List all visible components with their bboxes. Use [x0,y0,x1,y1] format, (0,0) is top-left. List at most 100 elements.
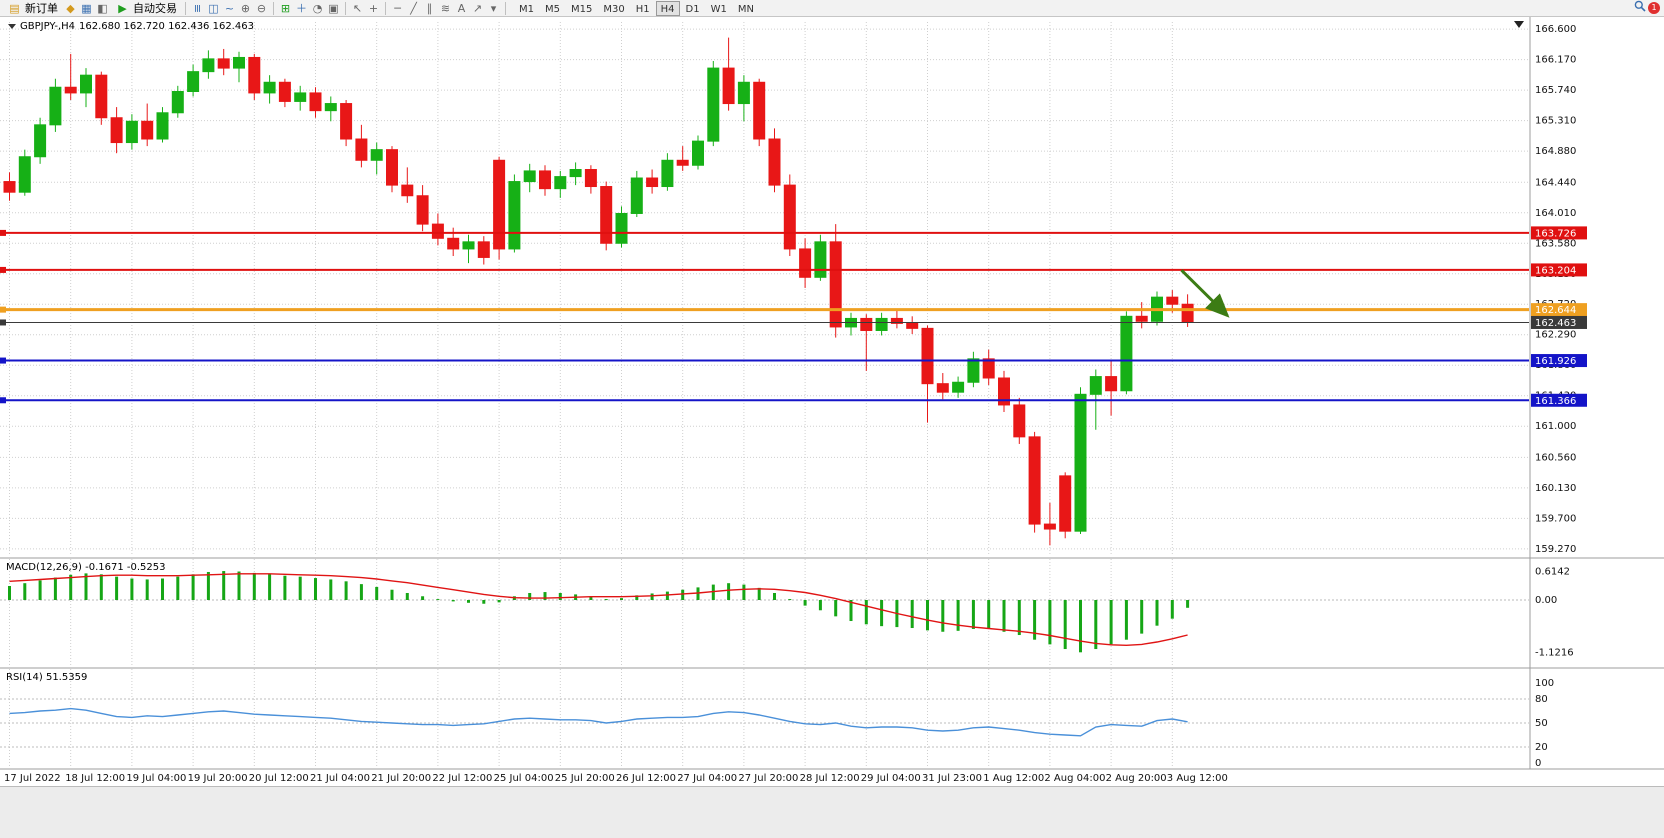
cursor-icon[interactable]: ↖ [352,1,363,15]
auto-trading-button[interactable]: ▶ 自动交易 [111,1,181,16]
zoom-in-icon[interactable]: ⊕ [240,1,251,15]
data-window-icon[interactable]: ▦ [81,1,92,15]
macd-histogram-bar [206,571,210,600]
macd-histogram-bar [1048,600,1052,645]
support-line-1-handle[interactable] [0,357,6,364]
scroll-to-end-marker[interactable] [1514,21,1524,28]
navigator-icon[interactable]: ◧ [97,1,108,15]
timeframe-W1[interactable]: W1 [710,3,727,15]
support-line-2-price-tag [1531,393,1587,407]
bull-candle [737,81,750,105]
bear-candle [799,248,812,278]
timeframe-M30[interactable]: M30 [603,3,625,15]
price-axis-label: 160.130 [1535,483,1576,494]
macd-histogram-bar [543,592,547,600]
bear-candle [1105,376,1118,392]
current-price-line-handle[interactable] [0,319,6,326]
macd-histogram-bar [421,596,425,600]
toolbar-separator [273,1,274,15]
timeframe-MN[interactable]: MN [737,3,754,15]
bull-candle [508,181,521,250]
macd-histogram-bar [176,576,180,600]
bear-candle [1013,404,1026,438]
price-axis-label: 165.740 [1535,85,1576,96]
text-tool-icon[interactable]: A [457,1,466,15]
notification-badge[interactable]: 1 [1648,2,1660,14]
price-axis-label: 159.270 [1535,544,1576,555]
macd-histogram-bar [650,593,654,600]
bear-candle [584,169,597,188]
arrows-tool-dropdown-icon[interactable]: ▾ [490,1,497,15]
bear-candle [431,223,444,239]
resistance-line-2-handle[interactable] [0,266,6,273]
fibonacci-tool-icon[interactable]: ≋ [440,1,451,15]
pivot-line-handle[interactable] [0,306,6,313]
market-watch-icon[interactable]: ◆ [66,1,75,15]
crosshair-icon[interactable]: + [368,1,379,15]
bear-candle [921,327,934,385]
channel-tool-icon[interactable]: ∥ [426,1,433,15]
bull-candle [569,169,582,178]
chart-canvas[interactable]: 17 Jul 2022 18 Jul 12:00 19 Jul 04:00 19 Ju… [0,17,1664,787]
bull-candle [952,381,965,393]
timeframe-M5[interactable]: M5 [545,3,560,15]
timeframe-H1[interactable]: H1 [635,3,650,15]
timeframe-H4[interactable]: H4 [655,0,680,16]
bull-candle [263,81,276,94]
periods-icon[interactable]: ◔ [312,1,323,15]
macd-histogram-bar [99,574,103,600]
tile-windows-icon[interactable]: ⊞ [280,1,291,15]
trendline-tool-icon[interactable]: ╱ [410,1,417,15]
resistance-line-2-price-tag [1531,263,1587,277]
price-axis-label: 166.170 [1535,55,1576,66]
bear-candle [600,186,613,244]
bull-candle [294,92,307,102]
bear-candle [248,56,261,94]
auto-trading-icon: ▶ [118,1,127,15]
timeframe-M15[interactable]: M15 [571,3,593,15]
price-tags: 163.726 163.204 162.644 162.463 161.926 161.3… [1531,226,1587,407]
bear-candle [309,92,322,112]
bar-chart-type-icon[interactable]: ≡ [191,3,204,13]
current-price-line-price-tag-text: 162.463 [1535,318,1576,329]
bull-candle [18,156,31,193]
macd-histogram-bar [1140,600,1144,634]
arrows-tool-icon[interactable]: ↗ [472,1,483,15]
new-order-button[interactable]: ▤ 新订单 [3,1,62,16]
indicators-icon[interactable]: ＋ [296,1,307,15]
macd-histogram-bar [987,600,991,629]
line-chart-type-icon[interactable]: ~ [224,1,235,15]
templates-icon[interactable]: ▣ [328,1,339,15]
macd-histogram-bar [604,599,608,601]
horizontal-line-tool-icon[interactable]: ─ [394,1,401,15]
time-axis-label: 1 Aug 12:00 [983,773,1044,784]
horizontal-lines[interactable] [0,229,1529,404]
candlestick-chart-type-icon[interactable]: ◫ [208,1,219,15]
bull-candle [661,159,674,188]
rsi-axis-label: 0 [1535,758,1541,769]
chart-collapse-icon[interactable] [8,24,16,29]
zoom-out-icon[interactable]: ⊖ [256,1,267,15]
bear-candle [753,81,766,140]
new-order-icon: ▤ [9,1,20,15]
macd-histogram-bar [115,576,119,600]
macd-histogram-bar [390,589,394,600]
support-line-2-handle[interactable] [0,397,6,404]
time-axis-label: 20 Jul 12:00 [249,773,309,784]
time-axis-label: 25 Jul 20:00 [555,773,615,784]
price-axis-label: 164.010 [1535,208,1576,219]
resistance-line-1-handle[interactable] [0,229,6,236]
arrow-annotation[interactable] [1180,269,1230,318]
macd-histogram-bar [375,586,379,600]
timeframe-D1[interactable]: D1 [685,3,700,15]
macd-histogram-bar [788,599,792,601]
pivot-line-price-tag [1531,303,1587,317]
bull-candle [233,56,245,69]
chart-window: 17 Jul 2022 18 Jul 12:00 19 Jul 04:00 19 Ju… [0,17,1664,838]
timeframe-M1[interactable]: M1 [519,3,534,15]
macd-signal-line [9,573,1188,647]
bear-candle [477,241,490,258]
search-icon[interactable] [1632,0,1647,16]
macd-histogram-bar [283,575,287,600]
macd-histogram-bar [1094,600,1098,650]
